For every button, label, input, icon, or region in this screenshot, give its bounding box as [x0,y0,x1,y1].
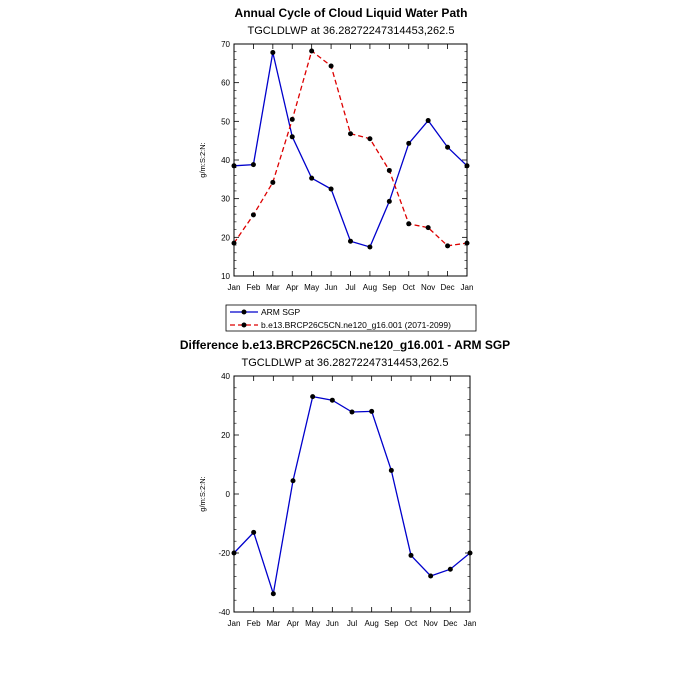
chart-1-series-2-point [309,48,315,54]
chart-2-subtitle: TGCLDLWP at 36.28272247314453,262.5 [242,357,449,369]
chart-1-ytick-label: 30 [221,195,230,204]
chart-1-series-2-point [445,243,451,249]
chart-1-ytick-label: 50 [221,117,230,126]
legend-marker-model [241,322,247,328]
chart-1-series-1-point [406,140,412,146]
chart-2-xtick-label: Jul [347,619,357,628]
chart-1-series-1-point [425,118,431,124]
chart-1-series-2-point [328,63,334,69]
chart-2-series-1-point [408,552,414,558]
chart-2-series-1-point [290,478,296,484]
legend-frame [225,304,477,332]
chart-1-series-2-point [425,225,431,231]
chart-1-xtick-label: Jan [461,283,474,292]
chart-1-xtick-label: Nov [421,283,435,292]
chart-2-xtick-label: Dec [443,619,457,628]
chart-2-xtick-label: Mar [266,619,280,628]
chart-2-xtick-label: Jan [464,619,477,628]
chart-1-ytick-label: 20 [221,233,230,242]
chart-2-series-1-point [388,467,394,473]
chart-1-series-1-line [233,52,468,248]
chart-2-ytick-label: -40 [218,608,230,617]
chart-2-xtick-label: Apr [287,619,300,628]
chart-2-xtick-label: Nov [424,619,438,628]
chart-1-series-2-line [233,49,468,247]
chart-1-series-1-point [270,50,276,56]
chart-1-xtick-label: Oct [403,283,416,292]
chart-1-ticks: 10 20 30 40 50 60 70 Jan Feb Mar Apr May Jun Jul Aug Se… [221,40,473,292]
chart-2-title: Difference b.e13.BRCP26C5CN.ne120_g16.00… [180,338,510,352]
chart-2-xtick-label: Sep [384,619,399,628]
legend-label-model: b.e13.BRCP26C5CN.ne120_g16.001 (2071-209… [261,320,451,330]
chart-1-series-1-point [250,162,256,168]
chart-2-xtick-label: Jun [326,619,339,628]
chart-1-xtick-label: Feb [247,283,261,292]
chart-2-series-1-point [310,394,316,400]
chart-1-xtick-label: Aug [363,283,377,292]
chart-2-xtick-label: Oct [405,619,418,628]
chart-1-series-1-point [289,134,295,140]
chart-2-xtick-label: Jan [228,619,241,628]
chart-1-series-2-point [386,167,392,173]
chart-2-ytick-label: 40 [221,372,230,381]
chart-1-xtick-label: Jan [228,283,241,292]
chart-2-series-1-point [447,566,453,572]
chart-1-series-2-point [348,131,353,137]
chart-1-series-2-point [406,221,412,227]
chart-1-ytick-label: 70 [221,40,230,49]
chart-2-ytick-label: 20 [221,431,230,440]
chart-2-series-1-point [329,397,335,403]
chart-1-series [231,48,470,250]
chart-2-series-1-point [369,408,375,414]
chart-1-series-2-point [367,136,373,142]
chart-2-series-1-point [251,529,257,535]
chart-2-plot-frame [233,375,471,613]
chart-1-legend: ARM SGP b.e13.BRCP26C5CN.ne120_g16.001 (… [225,304,477,332]
chart-1-plot-frame [233,43,468,277]
legend-label-arm-sgp: ARM SGP [261,307,301,317]
chart-2-ytick-label: 0 [226,490,231,499]
chart-1-series-2-point [250,212,256,218]
chart-1-series-1-point [386,198,392,204]
chart-2-xtick-label: Feb [247,619,261,628]
chart-1-xtick-label: Sep [382,283,397,292]
chart-1-xtick-label: Jul [345,283,355,292]
chart-2-series-1-point [349,409,355,415]
chart-1-series-2-point [270,179,276,185]
chart-1-series-2-point [289,116,295,122]
chart-1-series-1-point [309,175,315,181]
chart-2-series-1-line [233,395,471,594]
chart-1-series-1-point [445,144,451,150]
chart-1-xtick-label: May [304,283,319,292]
chart-1-series-1-point [367,244,373,250]
chart-1-series-1-point [348,238,353,244]
chart-2-xtick-label: May [305,619,320,628]
legend-marker-arm-sgp [241,309,247,315]
chart-2-series-1-point [270,591,276,597]
chart-2-ticks: -40 -20 0 20 40 Jan Feb Mar Apr May Jun Jul Aug Sep Oc… [218,372,476,628]
chart-1-subtitle: TGCLDLWP at 36.28272247314453,262.5 [248,25,455,37]
chart-2-ylabel: g/m:S:2:N: [198,476,207,511]
chart-1-ytick-label: 10 [221,272,230,281]
chart-2: Difference b.e13.BRCP26C5CN.ne120_g16.00… [180,338,510,628]
chart-1-ytick-label: 40 [221,156,230,165]
chart-1-xtick-label: Apr [286,283,299,292]
chart-2-ytick-label: -20 [218,549,230,558]
chart-2-xtick-label: Aug [365,619,379,628]
chart-1-ylabel: g/m:S:2:N: [198,142,207,177]
chart-1-title: Annual Cycle of Cloud Liquid Water Path [235,6,468,20]
chart-1-xtick-label: Jun [325,283,338,292]
chart-1-xtick-label: Dec [440,283,454,292]
chart-2-series-1-point [428,573,434,579]
chart-1: Annual Cycle of Cloud Liquid Water Path … [198,6,473,292]
chart-1-xtick-label: Mar [266,283,280,292]
chart-2-series [231,394,473,597]
chart-1-series-1-point [328,186,334,192]
chart-1-ytick-label: 60 [221,79,230,88]
